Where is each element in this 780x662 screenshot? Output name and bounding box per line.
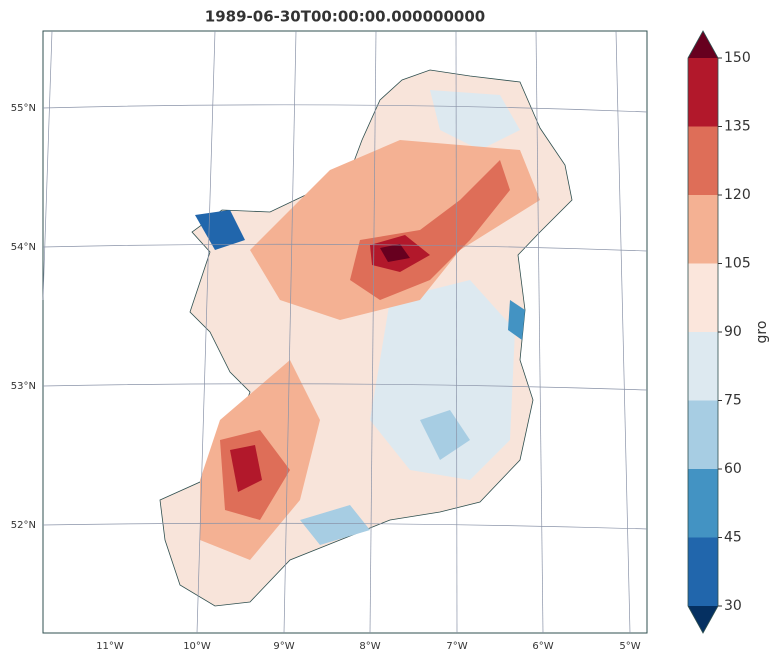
- colorbar-segment: [688, 537, 718, 606]
- lon-label: 5°W: [619, 641, 640, 652]
- latitude-labels: 55°N 54°N 53°N 52°N: [11, 103, 36, 531]
- colorbar-tick-label: 90: [724, 324, 742, 340]
- colorbar: 30 45 60 75 90 105 120 135 150: [687, 30, 751, 634]
- lon-label: 10°W: [183, 641, 211, 652]
- colorbar-segment: [688, 126, 718, 195]
- map-panel: [42, 30, 648, 634]
- colorbar-segment: [688, 400, 718, 469]
- colorbar-extend-under: [688, 606, 718, 633]
- colorbar-tick-label: 150: [724, 50, 751, 66]
- colorbar-tick-label: 75: [724, 393, 742, 409]
- colorbar-segment: [688, 332, 718, 401]
- field-patterns: [195, 90, 540, 560]
- lon-label: 11°W: [96, 641, 124, 652]
- colorbar-tick-label: 105: [724, 256, 751, 272]
- colorbar-tick-label: 135: [724, 119, 751, 135]
- lon-label: 6°W: [532, 641, 553, 652]
- longitude-labels: 11°W 10°W 9°W 8°W 7°W 6°W 5°W: [96, 641, 641, 652]
- colorbar-tick-label: 120: [724, 187, 751, 203]
- lon-label: 8°W: [359, 641, 380, 652]
- colorbar-segment: [688, 58, 718, 127]
- colorbar-tick-label: 60: [724, 461, 742, 477]
- colorbar-label: gro: [754, 321, 770, 344]
- colorbar-tick-label: 45: [724, 530, 742, 546]
- colorbar-tick-label: 30: [724, 598, 742, 614]
- lat-label: 54°N: [11, 242, 36, 253]
- graticule: [42, 30, 648, 634]
- colorbar-segment: [688, 263, 718, 332]
- map-title: 1989-06-30T00:00:00.000000000: [205, 8, 485, 26]
- lon-label: 9°W: [273, 641, 294, 652]
- colorbar-extend-over: [688, 31, 718, 58]
- colorbar-segment: [688, 195, 718, 264]
- lat-label: 52°N: [11, 520, 36, 531]
- colorbar-segment: [688, 469, 718, 538]
- lat-label: 55°N: [11, 103, 36, 114]
- lat-label: 53°N: [11, 381, 36, 392]
- lon-label: 7°W: [446, 641, 467, 652]
